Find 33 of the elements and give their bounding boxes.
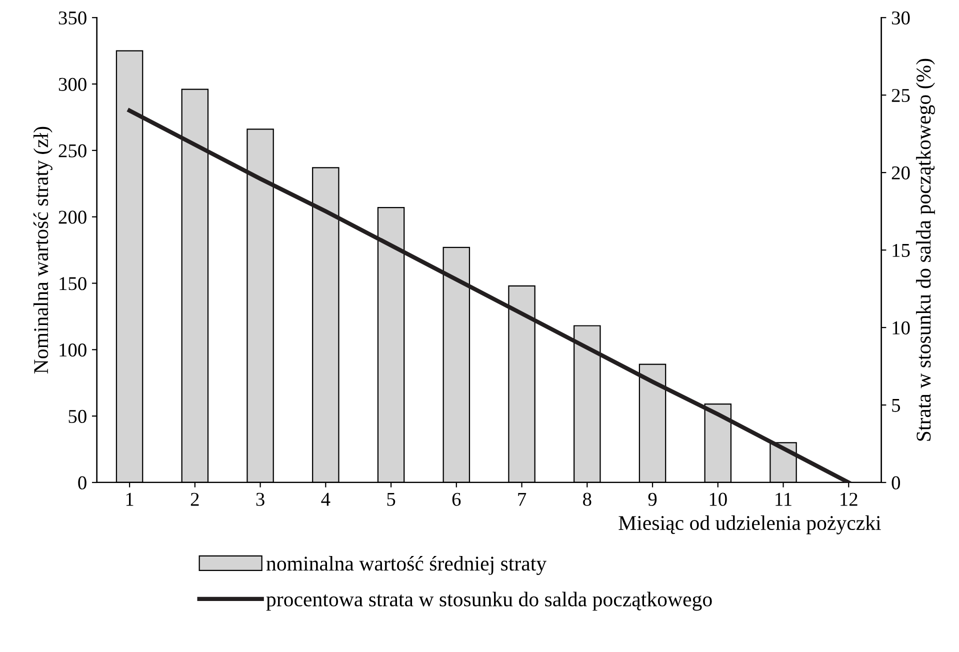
y2-tick-label: 15 <box>892 244 910 257</box>
y2-tick-label: 25 <box>892 88 910 102</box>
x-tick-label: 1 <box>126 492 134 506</box>
legend-label: nominalna wartość średniej straty <box>266 556 546 575</box>
x-tick-label: 6 <box>452 492 461 506</box>
line-series <box>127 108 851 482</box>
x-tick-label: 10 <box>710 492 727 506</box>
x-tick-label: 9 <box>648 492 657 506</box>
y-axis-title: Nominalna wartość straty (zł) <box>33 126 52 374</box>
y2-tick-label: 30 <box>892 11 910 25</box>
y2-tick-label: 10 <box>892 321 910 334</box>
y2-axis-title: Strata w stosunku do salda początkowego (%) <box>916 58 935 441</box>
y-tick-label: 300 <box>58 78 86 91</box>
y2-tick-label: 20 <box>892 166 910 180</box>
y-tick-label: 350 <box>58 11 86 25</box>
x-tick-label: 12 <box>840 492 858 506</box>
legend-label: procentowa strata w stosunku do salda początkowego <box>266 592 712 611</box>
y2-tick-label: 5 <box>892 399 900 412</box>
x-tick-label: 2 <box>190 492 199 506</box>
x-tick-label: 8 <box>583 492 592 506</box>
y-tick-label: 50 <box>68 410 86 424</box>
y-tick-label: 150 <box>60 277 86 290</box>
x-tick-label: 4 <box>321 492 330 506</box>
x-axis-title: Miesiąc od udzielenia pożyczki <box>618 515 881 534</box>
x-tick-label: 5 <box>387 492 396 506</box>
y-tick-label: 250 <box>58 144 86 158</box>
y-tick-label: 0 <box>78 476 86 490</box>
y-tick-label: 100 <box>60 343 86 357</box>
y2-tick-label: 0 <box>892 476 900 490</box>
x-tick-label: 11 <box>776 492 792 506</box>
x-tick-label: 3 <box>256 492 264 506</box>
y-tick-label: 200 <box>58 210 86 224</box>
x-tick-label: 7 <box>518 492 526 506</box>
